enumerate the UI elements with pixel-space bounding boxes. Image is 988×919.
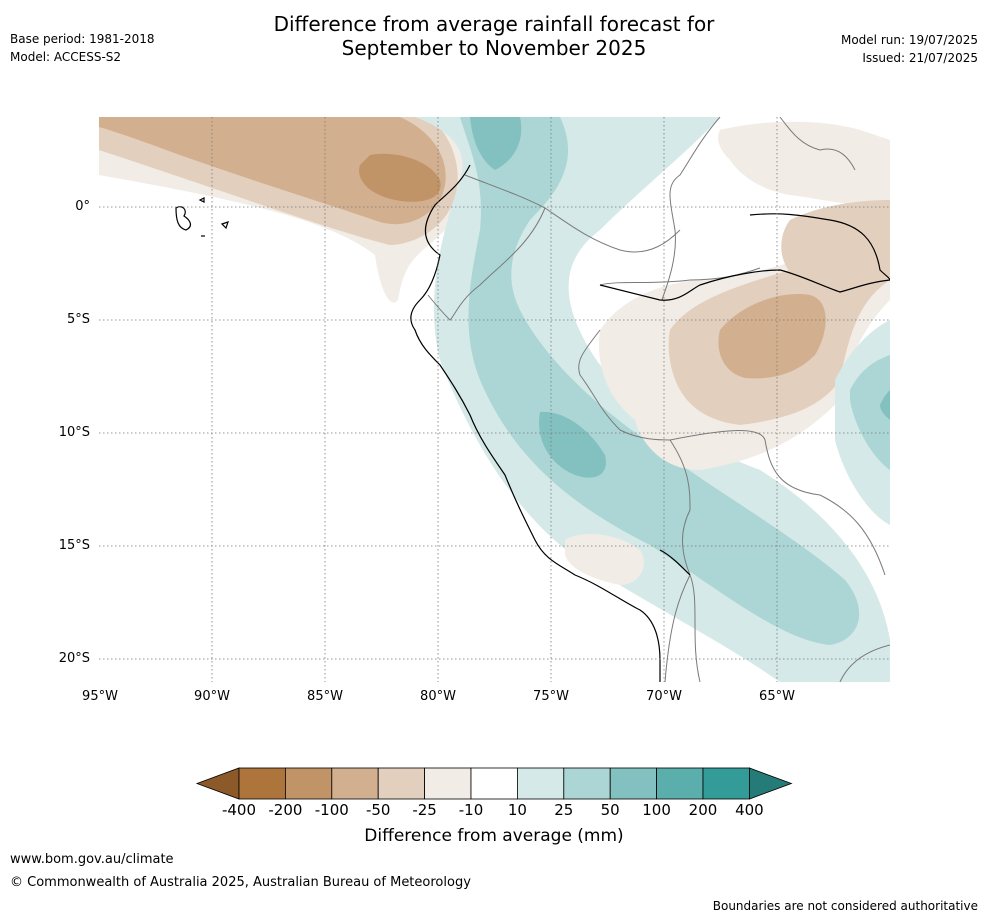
colorbar-segment bbox=[284, 767, 333, 800]
colorbar-tick-label: -25 bbox=[412, 801, 437, 819]
galapagos-islands bbox=[175, 197, 229, 237]
dry-anomaly-amazon-50 bbox=[718, 294, 826, 379]
coastlines bbox=[410, 164, 890, 682]
colorbar-tick-label: -400 bbox=[221, 801, 257, 819]
colorbar-segment bbox=[377, 767, 426, 800]
lat-tick-10s: 10°S bbox=[58, 425, 90, 440]
dry-anomaly-south bbox=[565, 533, 644, 585]
lon-tick-85w: 85°W bbox=[307, 689, 343, 704]
title-line-2: September to November 2025 bbox=[341, 36, 647, 60]
colorbar-segment bbox=[424, 767, 472, 800]
lat-tick-15s: 15°S bbox=[58, 538, 90, 553]
colorbar-segment bbox=[331, 767, 379, 800]
colorbar-tick-label: 50 bbox=[600, 801, 620, 819]
colorbar-tick-label: -10 bbox=[458, 801, 484, 819]
wet-anomaly-east-25 bbox=[850, 355, 890, 470]
header-left: Base period: 1981-2018 Model: ACCESS-S2 bbox=[10, 30, 155, 66]
colorbar-tick-label: -100 bbox=[314, 801, 349, 819]
colorbar-arrow-high bbox=[749, 767, 793, 800]
lon-tick-90w: 90°W bbox=[194, 689, 230, 704]
header-right: Model run: 19/07/2025 Issued: 21/07/2025 bbox=[841, 31, 978, 67]
wet-anomaly-east-50 bbox=[880, 390, 890, 420]
lon-tick-65w: 65°W bbox=[759, 689, 795, 704]
colorbar-segment bbox=[563, 767, 611, 800]
lon-tick-75w: 75°W bbox=[533, 689, 569, 704]
model-run-text: Model run: 19/07/2025 bbox=[840, 33, 978, 47]
dry-anomaly-ne-25 bbox=[781, 200, 890, 282]
disclaimer-text: Boundaries are not considered authoritat… bbox=[712, 899, 978, 913]
colorbar-segment bbox=[238, 767, 286, 800]
lat-tick-0: 0° bbox=[75, 199, 90, 214]
base-period-text: Base period: 1981-2018 bbox=[10, 32, 155, 46]
colorbar-arrow-low bbox=[195, 767, 240, 800]
colorbar-segment bbox=[656, 767, 704, 800]
colorbar-tick-label: -200 bbox=[268, 801, 303, 819]
model-text: Model: ACCESS-S2 bbox=[10, 50, 122, 64]
colorbar-segment bbox=[470, 767, 518, 800]
rainfall-anomaly-fields bbox=[99, 117, 890, 682]
lon-tick-80w: 80°W bbox=[420, 689, 456, 704]
dry-anomaly-100 bbox=[359, 153, 441, 202]
colorbar-tick-label: 200 bbox=[688, 801, 718, 819]
colorbar-title: Difference from average (mm) bbox=[364, 826, 624, 846]
dry-anomaly-ne-10 bbox=[718, 121, 890, 205]
website-link[interactable]: www.bom.gov.au/climate bbox=[10, 852, 174, 867]
country-borders bbox=[427, 117, 890, 682]
lon-tick-70w: 70°W bbox=[646, 689, 682, 704]
wet-anomaly-50-north bbox=[470, 117, 522, 170]
lat-tick-20s: 20°S bbox=[58, 651, 90, 666]
lat-tick-5s: 5°S bbox=[66, 312, 90, 327]
colorbar-segment bbox=[609, 767, 658, 800]
wet-anomaly-50-south bbox=[539, 411, 606, 478]
map-title: Difference from average rainfall forecas… bbox=[0, 12, 988, 60]
title-line-1: Difference from average rainfall forecas… bbox=[273, 12, 715, 36]
colorbar-tick-label: 10 bbox=[507, 801, 527, 819]
colorbar-segment bbox=[517, 767, 565, 800]
colorbar-tick-label: 25 bbox=[554, 801, 574, 819]
wet-anomaly-25 bbox=[460, 117, 860, 645]
copyright-text: © Commonwealth of Australia 2025, Austra… bbox=[10, 875, 471, 890]
colorbar-segment bbox=[702, 767, 750, 800]
lon-tick-95w: 95°W bbox=[82, 689, 118, 704]
dry-anomaly-50 bbox=[99, 117, 446, 225]
colorbar-tick-label: -50 bbox=[365, 801, 391, 819]
issued-text: Issued: 21/07/2025 bbox=[862, 51, 978, 65]
colorbar bbox=[195, 767, 793, 800]
colorbar-tick-label: 400 bbox=[735, 801, 764, 819]
colorbar-tick-label: 100 bbox=[642, 801, 671, 819]
